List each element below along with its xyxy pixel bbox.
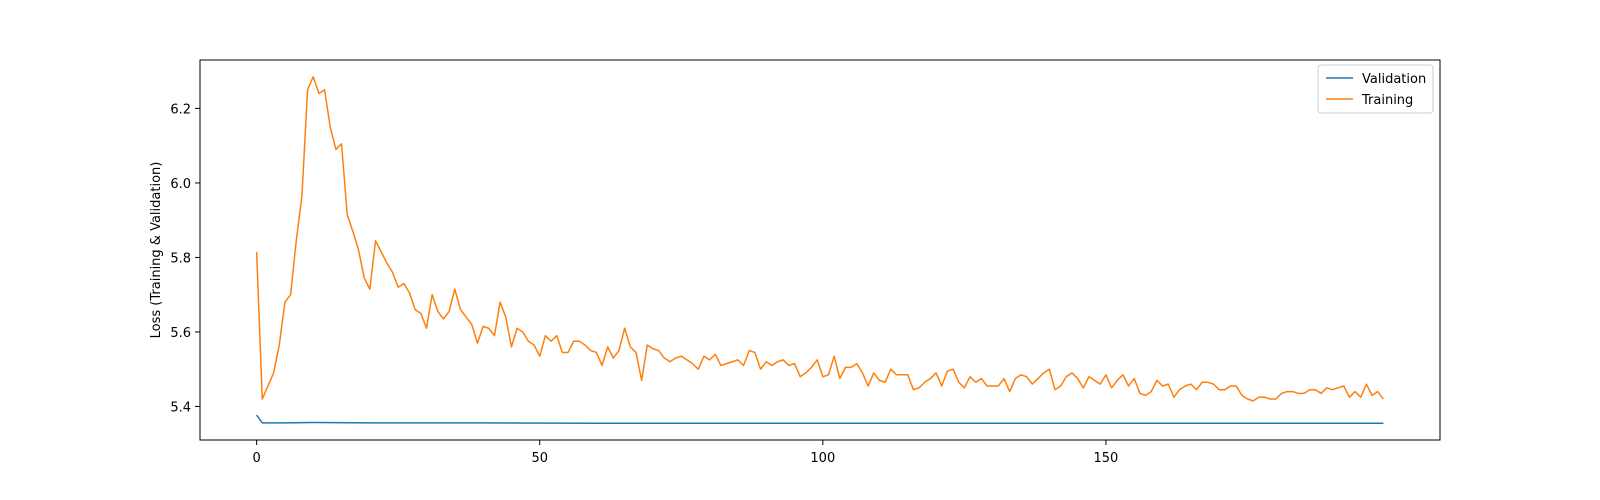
legend-label-training: Training xyxy=(1361,93,1413,108)
legend-label-validation: Validation xyxy=(1362,72,1426,87)
y-tick-label: 5.4 xyxy=(170,400,191,415)
x-tick-label: 0 xyxy=(252,451,260,466)
x-tick-label: 150 xyxy=(1094,451,1119,466)
x-tick-label: 50 xyxy=(531,451,548,466)
plot-lines xyxy=(255,76,1384,424)
x-axis: 0 50 100 150 xyxy=(252,440,1118,466)
series-line-training xyxy=(255,76,1384,402)
y-tick-label: 5.8 xyxy=(170,251,191,266)
y-tick-label: 6.2 xyxy=(170,102,191,117)
y-tick-label: 5.6 xyxy=(170,326,191,341)
y-tick-label: 6.0 xyxy=(170,177,191,192)
plot-frame xyxy=(199,59,1441,441)
legend: Validation Training xyxy=(1317,64,1434,114)
series-line-validation xyxy=(256,414,1384,424)
x-tick-label: 100 xyxy=(810,451,835,466)
legend-box xyxy=(1317,64,1434,114)
y-axis-label: Loss (Training & Validation) xyxy=(149,162,164,339)
y-axis: 5.4 5.6 5.8 6.0 6.2 xyxy=(170,102,200,415)
